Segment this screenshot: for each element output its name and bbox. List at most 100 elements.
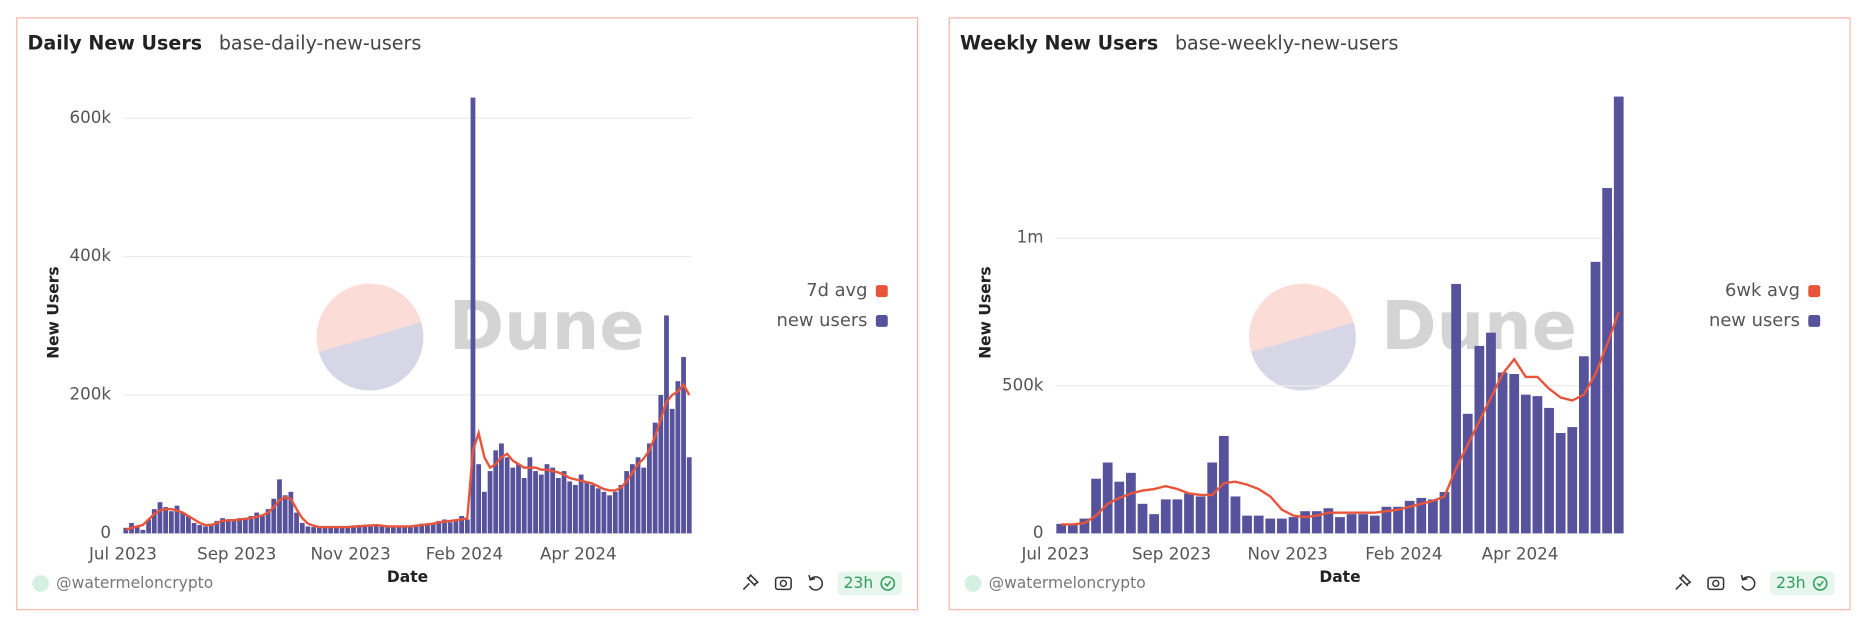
author[interactable]: @watermeloncrypto [989, 574, 1146, 592]
y-tick-label: 1m [1017, 227, 1044, 247]
bar [157, 502, 163, 534]
bar [527, 457, 533, 534]
bar [607, 495, 612, 534]
x-tick-label: Apr 2024 [540, 543, 617, 563]
bar [652, 422, 658, 534]
bar [214, 520, 220, 534]
bar [1532, 396, 1543, 534]
refresh-icon[interactable] [1740, 574, 1756, 591]
legend-swatch[interactable] [875, 285, 888, 298]
bar [180, 512, 186, 534]
legend-label[interactable]: 6wk avg [1725, 280, 1800, 301]
pin-icon[interactable] [742, 573, 759, 590]
bar [191, 522, 197, 534]
bar [203, 526, 208, 534]
bar [1277, 518, 1287, 534]
bar [493, 450, 499, 534]
bar [647, 443, 652, 534]
bar [163, 507, 169, 534]
author[interactable]: @watermeloncrypto [56, 574, 213, 592]
bar [186, 516, 191, 534]
y-tick-label: 0 [100, 522, 111, 542]
status-check-mark [884, 580, 892, 588]
author-avatar [964, 575, 982, 592]
bar [1497, 372, 1508, 534]
legend-swatch[interactable] [1808, 285, 1821, 298]
watermark: Dune [449, 287, 645, 365]
bar [1486, 332, 1496, 534]
bar [1439, 492, 1450, 534]
bar [618, 484, 624, 534]
bar [516, 464, 521, 534]
bar [231, 520, 237, 534]
legend-label[interactable]: new users [1709, 310, 1800, 331]
pin-icon[interactable] [1675, 573, 1692, 590]
status-check [880, 576, 896, 591]
bar [419, 523, 425, 534]
bar [1416, 497, 1427, 534]
bar [641, 467, 647, 534]
bar [322, 526, 328, 534]
bar [265, 509, 271, 534]
avg-line [125, 382, 691, 531]
bar [1567, 427, 1578, 534]
bar [402, 527, 408, 534]
bar [248, 516, 254, 534]
legend-label[interactable]: 7d avg [806, 280, 867, 301]
y-tick-label: 200k [70, 384, 112, 404]
bar [544, 464, 550, 534]
bar [140, 529, 146, 534]
bar [476, 464, 482, 534]
bar [396, 525, 402, 534]
refresh-icon[interactable] [808, 574, 824, 591]
bar [254, 512, 260, 534]
refresh-time: 23h [844, 574, 874, 592]
chart-subtitle: base-weekly-new-users [1175, 32, 1399, 55]
bar [1579, 356, 1589, 534]
bar [521, 478, 527, 534]
bar [146, 519, 151, 534]
y-axis-label: New Users [977, 266, 995, 358]
bar [1428, 499, 1438, 534]
legend-swatch[interactable] [1808, 314, 1821, 327]
avg-line [1061, 311, 1620, 526]
bar [510, 467, 516, 534]
watermark-logo-top [1248, 283, 1354, 352]
bar [669, 408, 675, 534]
bar [1056, 523, 1067, 534]
bar [612, 491, 618, 534]
bar [373, 525, 379, 534]
x-tick-label: Sep 2023 [1132, 543, 1211, 563]
watermark-logo-bottom [318, 322, 424, 391]
camera-icon[interactable] [774, 576, 792, 591]
legend-label[interactable]: new users [777, 310, 868, 331]
bar [123, 527, 129, 534]
bar [220, 518, 225, 534]
bar [242, 519, 248, 534]
bar [356, 525, 362, 534]
chart-subtitle: base-daily-new-users [219, 32, 422, 55]
bar [1067, 523, 1078, 534]
bar [237, 518, 243, 534]
chart-title: Daily New Users [28, 32, 203, 55]
legend-swatch[interactable] [875, 314, 888, 327]
x-tick-label: Apr 2024 [1482, 543, 1559, 563]
bar [1520, 394, 1531, 534]
bar [134, 526, 140, 534]
bar [681, 356, 686, 534]
bar [305, 526, 311, 534]
bar [225, 519, 231, 534]
bar [1346, 514, 1357, 534]
x-tick-label: Feb 2024 [426, 543, 503, 563]
bar [624, 471, 630, 534]
bar [1114, 481, 1125, 534]
camera-icon[interactable] [1707, 576, 1725, 591]
bar [362, 525, 368, 534]
bar [675, 381, 681, 534]
bar [430, 522, 436, 534]
bar [288, 491, 294, 534]
bar [1288, 517, 1299, 534]
bar [1126, 472, 1136, 534]
chart-panel: Daily New Users base-daily-new-users Dune 0… [16, 17, 919, 611]
